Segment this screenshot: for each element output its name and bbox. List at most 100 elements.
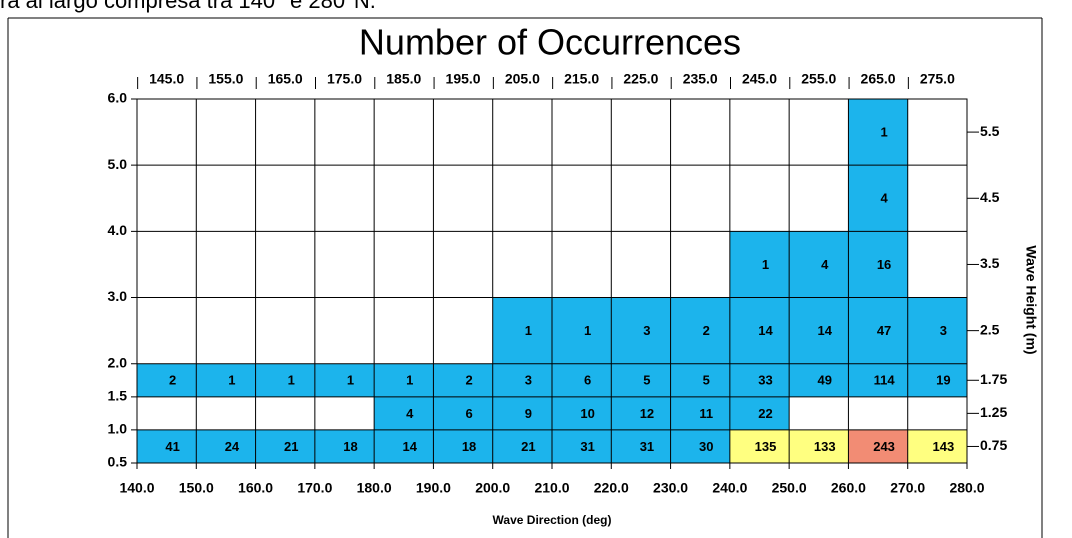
cell-label: 9 [525,406,532,421]
cell-label: 10 [580,406,594,421]
cell-label: 243 [873,439,895,454]
cell [492,396,552,430]
cell [374,429,434,463]
cell-label: 41 [165,439,179,454]
cell [552,363,612,397]
cell-label: 21 [521,439,535,454]
x2-tick-label: 255.0 [801,71,836,87]
cell [492,297,552,364]
cell-label: 24 [225,439,240,454]
x-tick-label: 280.0 [949,480,984,496]
cell [552,396,612,430]
cell-label: 4 [821,257,829,272]
x2-tick-label: 225.0 [623,71,658,87]
cell-label: 1 [762,257,769,272]
x-tick-label: 180.0 [357,480,392,496]
cell [611,363,671,397]
cell-label: 12 [640,406,654,421]
y-tick-label: 4.0 [108,222,128,238]
cell-label: 4 [406,406,414,421]
cell [848,99,908,166]
cell [611,297,671,364]
cell-label: 11 [699,406,713,421]
cell [611,429,671,463]
cell-label: 2 [169,373,176,388]
cell-label: 2 [465,373,472,388]
cell [789,429,849,463]
x2-tick-label: 195.0 [446,71,481,87]
cell [729,297,790,364]
cell [255,429,315,463]
cell [433,396,493,430]
cell [433,429,493,463]
caption: ra al largo compresa tra 140° e 280°N. [0,0,376,13]
cell-label: 14 [818,323,833,338]
x-tick-label: 140.0 [119,480,154,496]
cell [907,429,967,463]
cell-label: 133 [814,439,836,454]
cell-label: 31 [580,439,594,454]
x2-tick-label: 215.0 [564,71,599,87]
cell [137,429,197,463]
x-tick-label: 200.0 [475,480,510,496]
cell [729,231,790,298]
cell-label: 1 [880,125,887,140]
cell [789,297,849,364]
y-tick-label: 1.0 [108,421,128,437]
cell-label: 1 [525,323,532,338]
cell-label: 2 [703,323,710,338]
y2-tick-label: 1.75 [980,371,1007,387]
cell [848,165,908,232]
y2-tick-label: 1.25 [980,404,1007,420]
y2-tick-label: 5.5 [980,123,1000,139]
x2-tick-label: 245.0 [742,71,777,87]
cell [314,363,375,397]
cell-label: 135 [755,439,777,454]
x-tick-label: 160.0 [238,480,273,496]
x2-tick-label: 185.0 [386,71,421,87]
x2-tick-label: 165.0 [268,71,303,87]
plot-frame [136,98,968,464]
cell-label: 30 [699,439,713,454]
y-tick-label: 1.5 [108,388,128,404]
cell [492,429,552,463]
cell [433,363,493,397]
cell-label: 22 [758,406,772,421]
x-tick-label: 260.0 [831,480,866,496]
cell-label: 14 [403,439,418,454]
cell [848,297,908,364]
cell-label: 33 [758,373,772,388]
cell-label: 31 [640,439,654,454]
x-tick-label: 210.0 [534,480,569,496]
cell [670,396,730,430]
y-tick-label: 0.5 [108,454,128,470]
x-tick-label: 170.0 [297,480,332,496]
cell [670,297,730,364]
cell-label: 21 [284,439,298,454]
cell [729,363,790,397]
cell [314,429,375,463]
y-tick-label: 3.0 [108,288,128,304]
y2-tick-label: 0.75 [980,437,1007,453]
cell-label: 3 [525,373,532,388]
cell-label: 1 [228,373,235,388]
cell [789,231,849,298]
x-tick-label: 230.0 [653,480,688,496]
y2-tick-label: 2.5 [980,321,1000,337]
cell-label: 47 [877,323,891,338]
cell [848,231,908,298]
x2-tick-label: 265.0 [861,71,896,87]
x-tick-label: 250.0 [772,480,807,496]
y-tick-label: 5.0 [108,156,128,172]
cell [848,363,908,397]
y2-axis-label: Wave Height (m) [1023,245,1039,354]
x2-tick-label: 145.0 [149,71,184,87]
cell [729,429,790,463]
cell [196,363,256,397]
cell [789,363,849,397]
cell [848,429,908,463]
y-tick-label: 2.0 [108,354,128,370]
cell [137,363,197,397]
cell-label: 1 [288,373,295,388]
cell-label: 49 [818,373,832,388]
